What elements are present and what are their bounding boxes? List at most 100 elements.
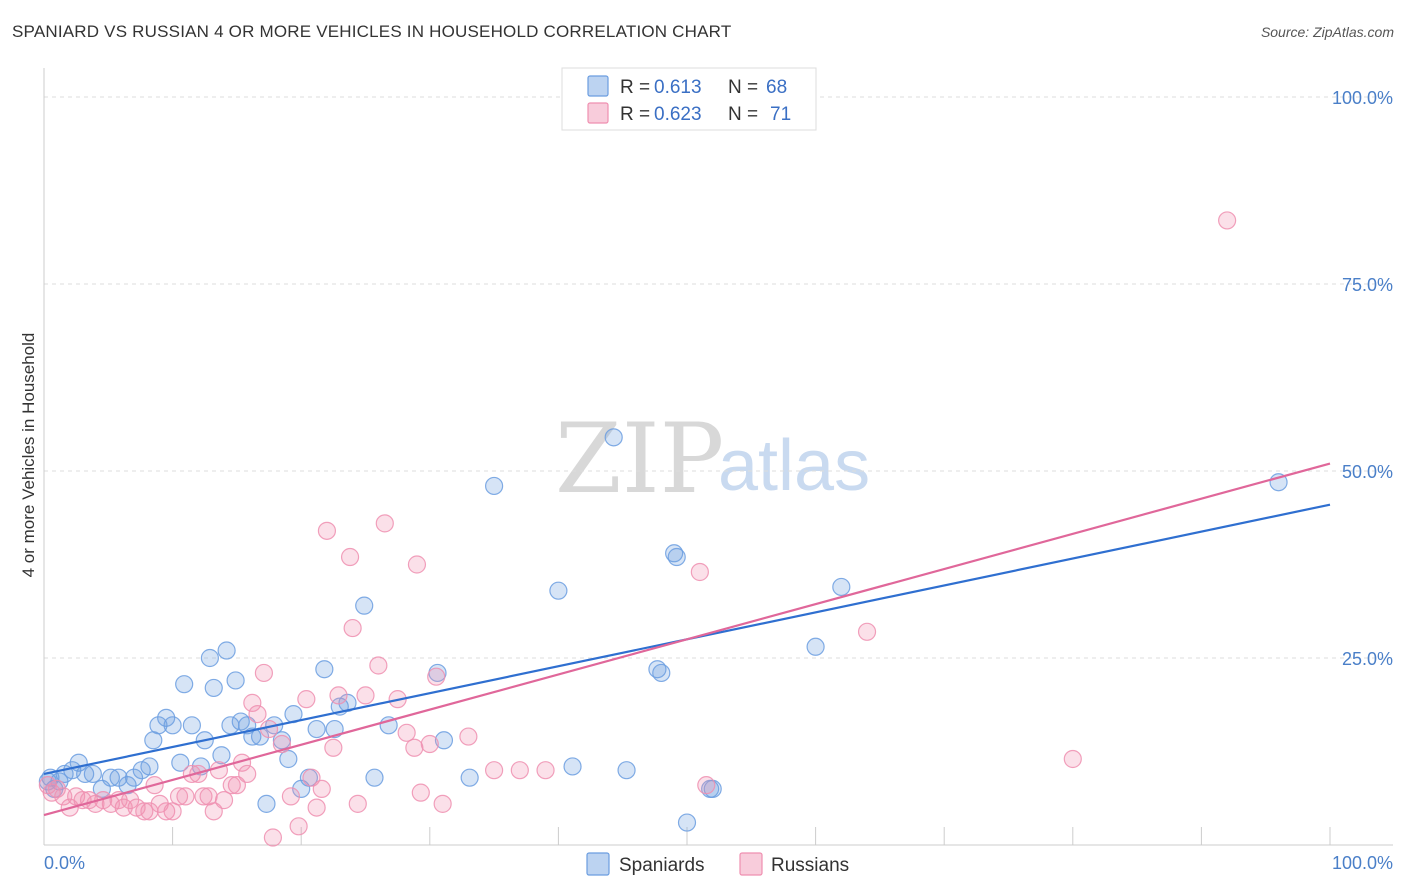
point-spaniards-47 xyxy=(365,768,384,787)
point-russians-62 xyxy=(433,794,452,813)
point-russians-38 xyxy=(263,828,283,847)
point-russians-48 xyxy=(329,686,348,705)
y-tick-label-2: 50.0% xyxy=(1342,462,1393,482)
point-russians-53 xyxy=(369,656,388,675)
point-russians-45 xyxy=(312,779,331,799)
point-spaniards-21 xyxy=(182,716,201,735)
point-russians-15 xyxy=(135,802,154,821)
data-points xyxy=(38,211,1288,847)
point-spaniards-43 xyxy=(325,719,344,739)
point-russians-57 xyxy=(405,738,424,757)
point-russians-47 xyxy=(324,738,343,757)
legend-swatch-russians xyxy=(587,102,609,124)
bottom-legend-label-spaniards: Spaniards xyxy=(619,855,705,876)
point-spaniards-54 xyxy=(563,757,582,776)
point-spaniards-51 xyxy=(460,768,479,787)
point-russians-20 xyxy=(163,802,182,821)
point-spaniards-17 xyxy=(157,708,176,727)
point-russians-68 xyxy=(697,776,716,795)
point-russians-19 xyxy=(157,802,176,821)
point-spaniards-60 xyxy=(667,547,686,567)
point-russians-46 xyxy=(317,521,337,540)
point-spaniards-65 xyxy=(832,577,851,597)
y-tick-label-0: 100.0% xyxy=(1332,88,1393,108)
point-spaniards-46 xyxy=(355,596,374,615)
point-spaniards-64 xyxy=(806,637,825,656)
point-spaniards-14 xyxy=(140,757,159,776)
legend-box xyxy=(561,67,817,131)
source-credit: Source: ZipAtlas.com xyxy=(1260,24,1394,40)
point-spaniards-7 xyxy=(83,764,102,784)
point-russians-12 xyxy=(114,798,133,817)
bottom-legend-swatch-russians xyxy=(739,852,763,876)
watermark-zip: ZIP xyxy=(555,403,724,515)
point-russians-3 xyxy=(54,787,73,806)
point-russians-30 xyxy=(222,776,241,795)
legend-r-label-russians: R = xyxy=(620,104,650,125)
point-russians-66 xyxy=(536,761,555,780)
point-russians-31 xyxy=(227,776,246,795)
point-spaniards-34 xyxy=(257,794,276,813)
point-spaniards-19 xyxy=(171,753,190,772)
legend-swatch-spaniards xyxy=(587,75,609,97)
watermark: ZIP atlas xyxy=(555,403,870,515)
point-russians-41 xyxy=(289,817,308,836)
point-spaniards-27 xyxy=(217,641,236,660)
trend-lines xyxy=(43,462,1331,817)
point-russians-21 xyxy=(169,787,189,806)
point-spaniards-41 xyxy=(307,719,326,739)
point-russians-50 xyxy=(343,618,362,638)
point-spaniards-58 xyxy=(652,663,671,683)
watermark-atlas: atlas xyxy=(718,426,870,506)
chart-title: SPANIARD VS RUSSIAN 4 OR MORE VEHICLES I… xyxy=(12,22,732,41)
point-spaniards-18 xyxy=(163,716,182,735)
point-russians-69 xyxy=(857,622,877,641)
legend-r-value-spaniards: 0.613 xyxy=(654,77,702,98)
point-russians-42 xyxy=(297,690,316,709)
point-russians-33 xyxy=(238,764,257,784)
legend-n-label-russians: N = xyxy=(728,104,758,125)
point-russians-70 xyxy=(1063,749,1082,769)
point-spaniards-56 xyxy=(617,761,636,780)
point-russians-22 xyxy=(176,787,195,806)
point-russians-28 xyxy=(209,761,228,780)
point-russians-2 xyxy=(47,779,66,799)
point-russians-60 xyxy=(420,734,439,754)
point-russians-44 xyxy=(307,798,326,817)
point-russians-54 xyxy=(375,514,394,533)
bottom-legend: Spaniards Russians xyxy=(586,852,849,876)
bottom-legend-label-russians: Russians xyxy=(771,855,849,876)
point-russians-61 xyxy=(427,667,446,686)
point-russians-34 xyxy=(243,693,262,712)
point-spaniards-26 xyxy=(212,746,231,765)
x-tick-labels: 0.0% 100.0% xyxy=(44,853,1393,873)
legend-n-value-russians: 71 xyxy=(770,104,791,125)
point-spaniards-50 xyxy=(434,731,454,750)
point-russians-49 xyxy=(340,547,360,567)
point-spaniards-11 xyxy=(118,776,137,795)
point-spaniards-29 xyxy=(226,671,245,690)
point-spaniards-20 xyxy=(175,675,194,694)
point-spaniards-52 xyxy=(485,476,504,496)
point-russians-25 xyxy=(194,787,213,806)
legend-n-label-spaniards: N = xyxy=(728,77,758,98)
point-russians-59 xyxy=(411,783,430,802)
point-russians-27 xyxy=(204,802,223,821)
y-tick-label-3: 25.0% xyxy=(1342,649,1393,669)
point-russians-64 xyxy=(485,761,504,780)
point-spaniards-37 xyxy=(279,749,298,769)
trend-line-russians xyxy=(43,462,1331,817)
y-tick-labels: 100.0% 75.0% 50.0% 25.0% xyxy=(1332,88,1393,669)
x-tick-label-right: 100.0% xyxy=(1332,853,1393,873)
bottom-legend-swatch-spaniards xyxy=(586,852,610,876)
point-russians-56 xyxy=(397,723,416,742)
point-spaniards-12 xyxy=(124,768,144,787)
point-russians-67 xyxy=(690,562,709,582)
point-spaniards-25 xyxy=(204,678,223,698)
point-russians-40 xyxy=(281,787,301,806)
legend-r-value-russians: 0.623 xyxy=(654,104,702,125)
point-russians-65 xyxy=(510,761,529,780)
y-tick-label-1: 75.0% xyxy=(1342,275,1393,295)
point-spaniards-42 xyxy=(315,660,334,679)
